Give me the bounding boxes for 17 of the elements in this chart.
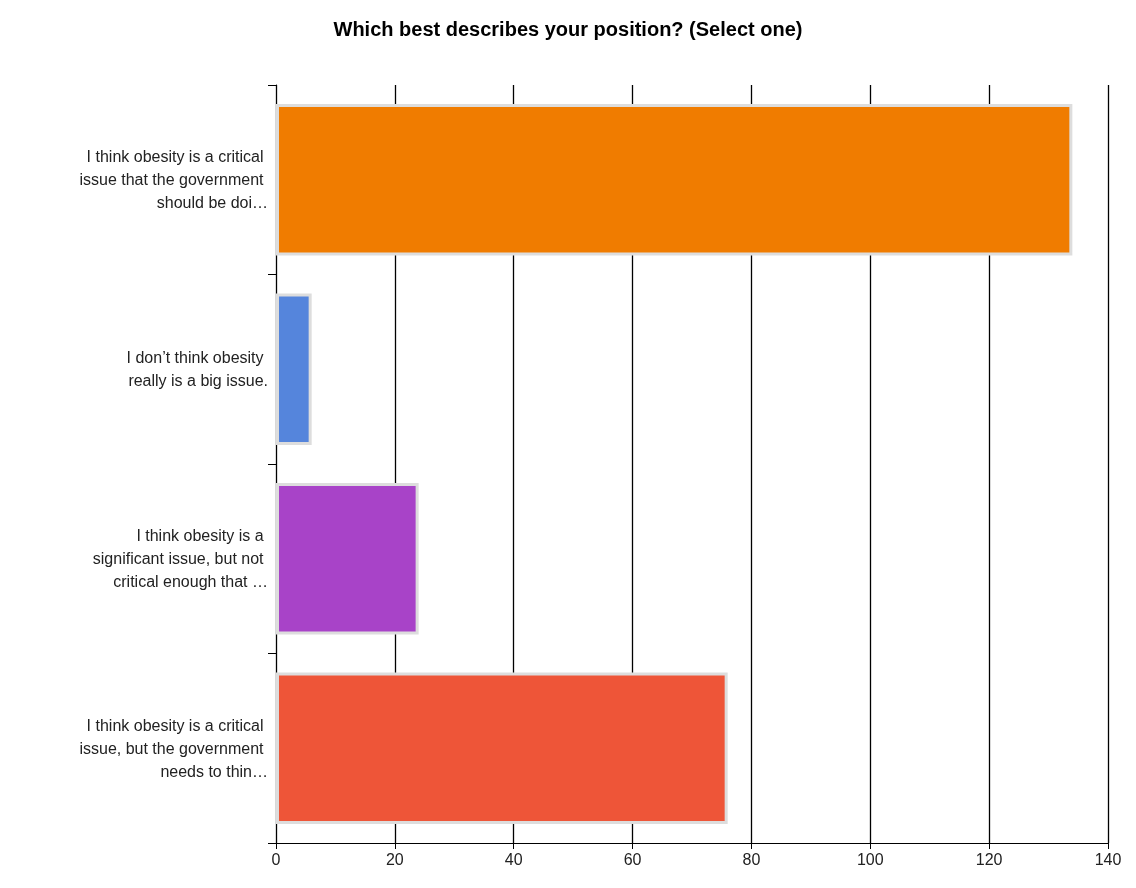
x-tick-label: 20	[385, 850, 404, 868]
x-tick-label: 140	[1094, 850, 1122, 868]
y-tick-label: I think obesity is a significant issue, but not critical enough that …	[92, 527, 268, 591]
bar	[276, 293, 312, 446]
x-tick-label: 80	[742, 850, 761, 868]
bar	[276, 672, 728, 825]
bar	[276, 482, 419, 635]
x-tick-label: 120	[975, 850, 1003, 868]
y-tick-label: I don’t think obesity really is a big issue.	[126, 349, 268, 390]
y-tick-label: I think obesity is a critical issue that the government should be doi…	[79, 148, 268, 212]
bar	[276, 103, 1073, 256]
x-tick-label: 40	[504, 850, 523, 868]
y-tick-label: I think obesity is a critical issue, but the government needs to thin…	[79, 716, 268, 780]
x-tick-label: 100	[856, 850, 884, 868]
chart-title: Which best describes your position? (Select one)	[333, 18, 803, 40]
x-tick-label: 60	[623, 850, 642, 868]
x-tick-label: 0	[271, 850, 281, 868]
